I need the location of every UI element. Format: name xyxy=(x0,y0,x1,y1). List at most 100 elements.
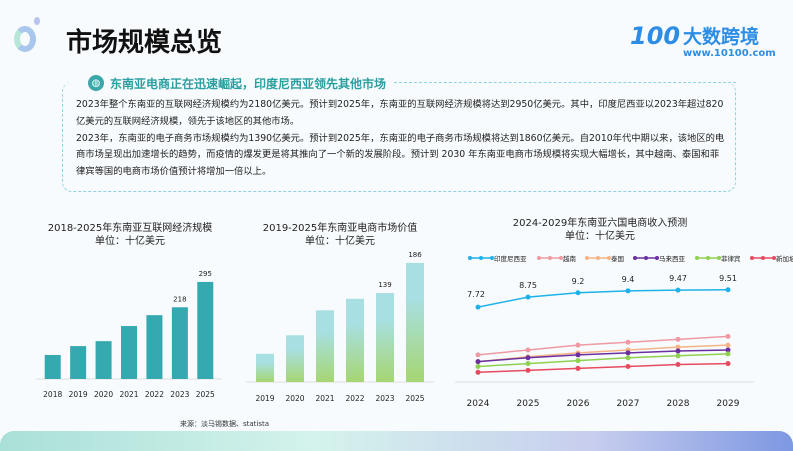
legend-marker xyxy=(585,256,589,260)
legend-marker xyxy=(607,256,611,260)
bar xyxy=(70,346,87,379)
series-line xyxy=(477,353,729,368)
summary-heading-text: 东南亚电商正在迅速崛起，印度尼西亚领先其他市场 xyxy=(110,76,387,91)
data-point xyxy=(475,369,481,375)
x-tick-label: 2028 xyxy=(667,399,690,409)
legend-marker xyxy=(717,256,721,260)
legend-label: 泰国 xyxy=(611,254,624,263)
bar xyxy=(406,262,424,382)
chart1-subtitle: 单位：十亿美元 xyxy=(95,236,165,247)
legend-label: 越南 xyxy=(563,254,577,263)
x-tick-label: 2020 xyxy=(94,390,113,399)
legend-marker xyxy=(706,256,710,260)
data-point xyxy=(475,359,481,365)
series-line xyxy=(477,289,729,308)
x-tick-label: 2022 xyxy=(145,390,164,399)
x-tick-label: 2023 xyxy=(375,394,394,403)
data-point xyxy=(475,304,481,310)
legend-label: 印度尼西亚 xyxy=(494,254,527,263)
divider xyxy=(394,82,736,83)
data-point xyxy=(675,336,681,342)
data-point xyxy=(575,352,581,358)
globe-icon: ◍ xyxy=(88,75,104,91)
data-point xyxy=(475,363,481,369)
bar xyxy=(121,326,137,379)
legend-marker xyxy=(695,256,699,260)
x-tick-label: 2020 xyxy=(285,394,304,403)
logo-name: 大数跨境 xyxy=(683,26,760,48)
data-label: 295 xyxy=(199,270,212,278)
chart3-title: 2024-2029年东南亚六国电商收入预测 xyxy=(512,218,688,229)
bar xyxy=(44,354,61,379)
legend-marker xyxy=(490,256,494,260)
legend-label: 新加坡 xyxy=(776,254,793,263)
data-point xyxy=(625,350,631,356)
legend-marker xyxy=(772,256,776,260)
data-label: 139 xyxy=(378,281,391,289)
data-point xyxy=(525,355,531,361)
source-note: 来源：淡马锡数据、statista xyxy=(180,420,270,428)
x-tick-label: 2025 xyxy=(405,394,424,403)
data-point xyxy=(725,342,731,348)
chart3-title-block: 2024-2029年东南亚六国电商收入预测 单位：十亿美元 xyxy=(470,217,730,243)
x-tick-label: 2024 xyxy=(467,399,490,409)
data-point xyxy=(575,342,581,348)
data-label: 218 xyxy=(173,295,186,303)
data-label: 9.2 xyxy=(572,277,585,286)
legend-marker xyxy=(644,256,648,260)
bar xyxy=(95,341,112,379)
chart1-title: 2018-2025年东南亚互联网经济规模 xyxy=(47,223,213,234)
legend-marker xyxy=(537,256,541,260)
data-point xyxy=(675,362,681,368)
x-tick-label: 2021 xyxy=(315,394,334,403)
series-line xyxy=(477,344,729,363)
legend-marker xyxy=(633,256,637,260)
data-label: 7.72 xyxy=(467,290,485,299)
x-tick-label: 2023 xyxy=(170,390,189,399)
summary-paragraph: 2023年整个东南亚的互联网经济规模约为2180亿美元。预计到2025年，东南亚… xyxy=(76,99,724,127)
bar xyxy=(146,315,163,379)
data-point xyxy=(675,344,681,350)
data-point xyxy=(625,288,631,294)
data-point xyxy=(575,358,581,364)
x-tick-label: 2019 xyxy=(69,390,88,399)
bar xyxy=(316,310,334,382)
data-label: 9.51 xyxy=(719,274,737,283)
legend-marker xyxy=(548,256,552,260)
data-point xyxy=(625,355,631,361)
data-point xyxy=(625,363,631,369)
data-point xyxy=(525,347,531,353)
legend-label: 马来西亚 xyxy=(659,255,686,263)
title-decoration xyxy=(14,26,36,52)
x-tick-label: 2029 xyxy=(717,399,740,409)
data-point xyxy=(575,365,581,371)
legend-marker xyxy=(479,256,483,260)
x-tick-label: 2019 xyxy=(255,394,274,403)
legend-marker xyxy=(761,256,765,260)
x-tick-label: 2018 xyxy=(43,390,62,399)
chart1-title-block: 2018-2025年东南亚互联网经济规模 单位：十亿美元 xyxy=(30,222,230,248)
logo-url: www.10100.com xyxy=(683,48,776,59)
legend-marker xyxy=(468,256,472,260)
data-point xyxy=(725,333,731,339)
logo-mark: 100 xyxy=(630,22,681,50)
series-line xyxy=(477,349,729,363)
bar xyxy=(286,335,304,382)
data-point xyxy=(675,353,681,359)
data-point xyxy=(675,287,681,293)
bar xyxy=(376,293,394,382)
data-point xyxy=(725,347,731,353)
data-point xyxy=(675,348,681,354)
summary-text: 2023年整个东南亚的互联网经济规模约为2180亿美元。预计到2025年，东南亚… xyxy=(76,97,726,181)
footer-band xyxy=(0,431,793,451)
data-point xyxy=(475,352,481,358)
legend-marker xyxy=(596,256,600,260)
data-label: 9.47 xyxy=(669,274,687,283)
data-label: 186 xyxy=(408,251,422,259)
chart3-subtitle: 单位：十亿美元 xyxy=(565,231,635,242)
series-line xyxy=(477,362,729,374)
summary-paragraph: 2023年，东南亚的电子商务市场规模约为1390亿美元。预计到2025年，东南亚… xyxy=(76,132,725,178)
x-tick-label: 2022 xyxy=(345,394,364,403)
data-point xyxy=(725,361,731,367)
chart2-subtitle: 单位：十亿美元 xyxy=(305,236,375,247)
